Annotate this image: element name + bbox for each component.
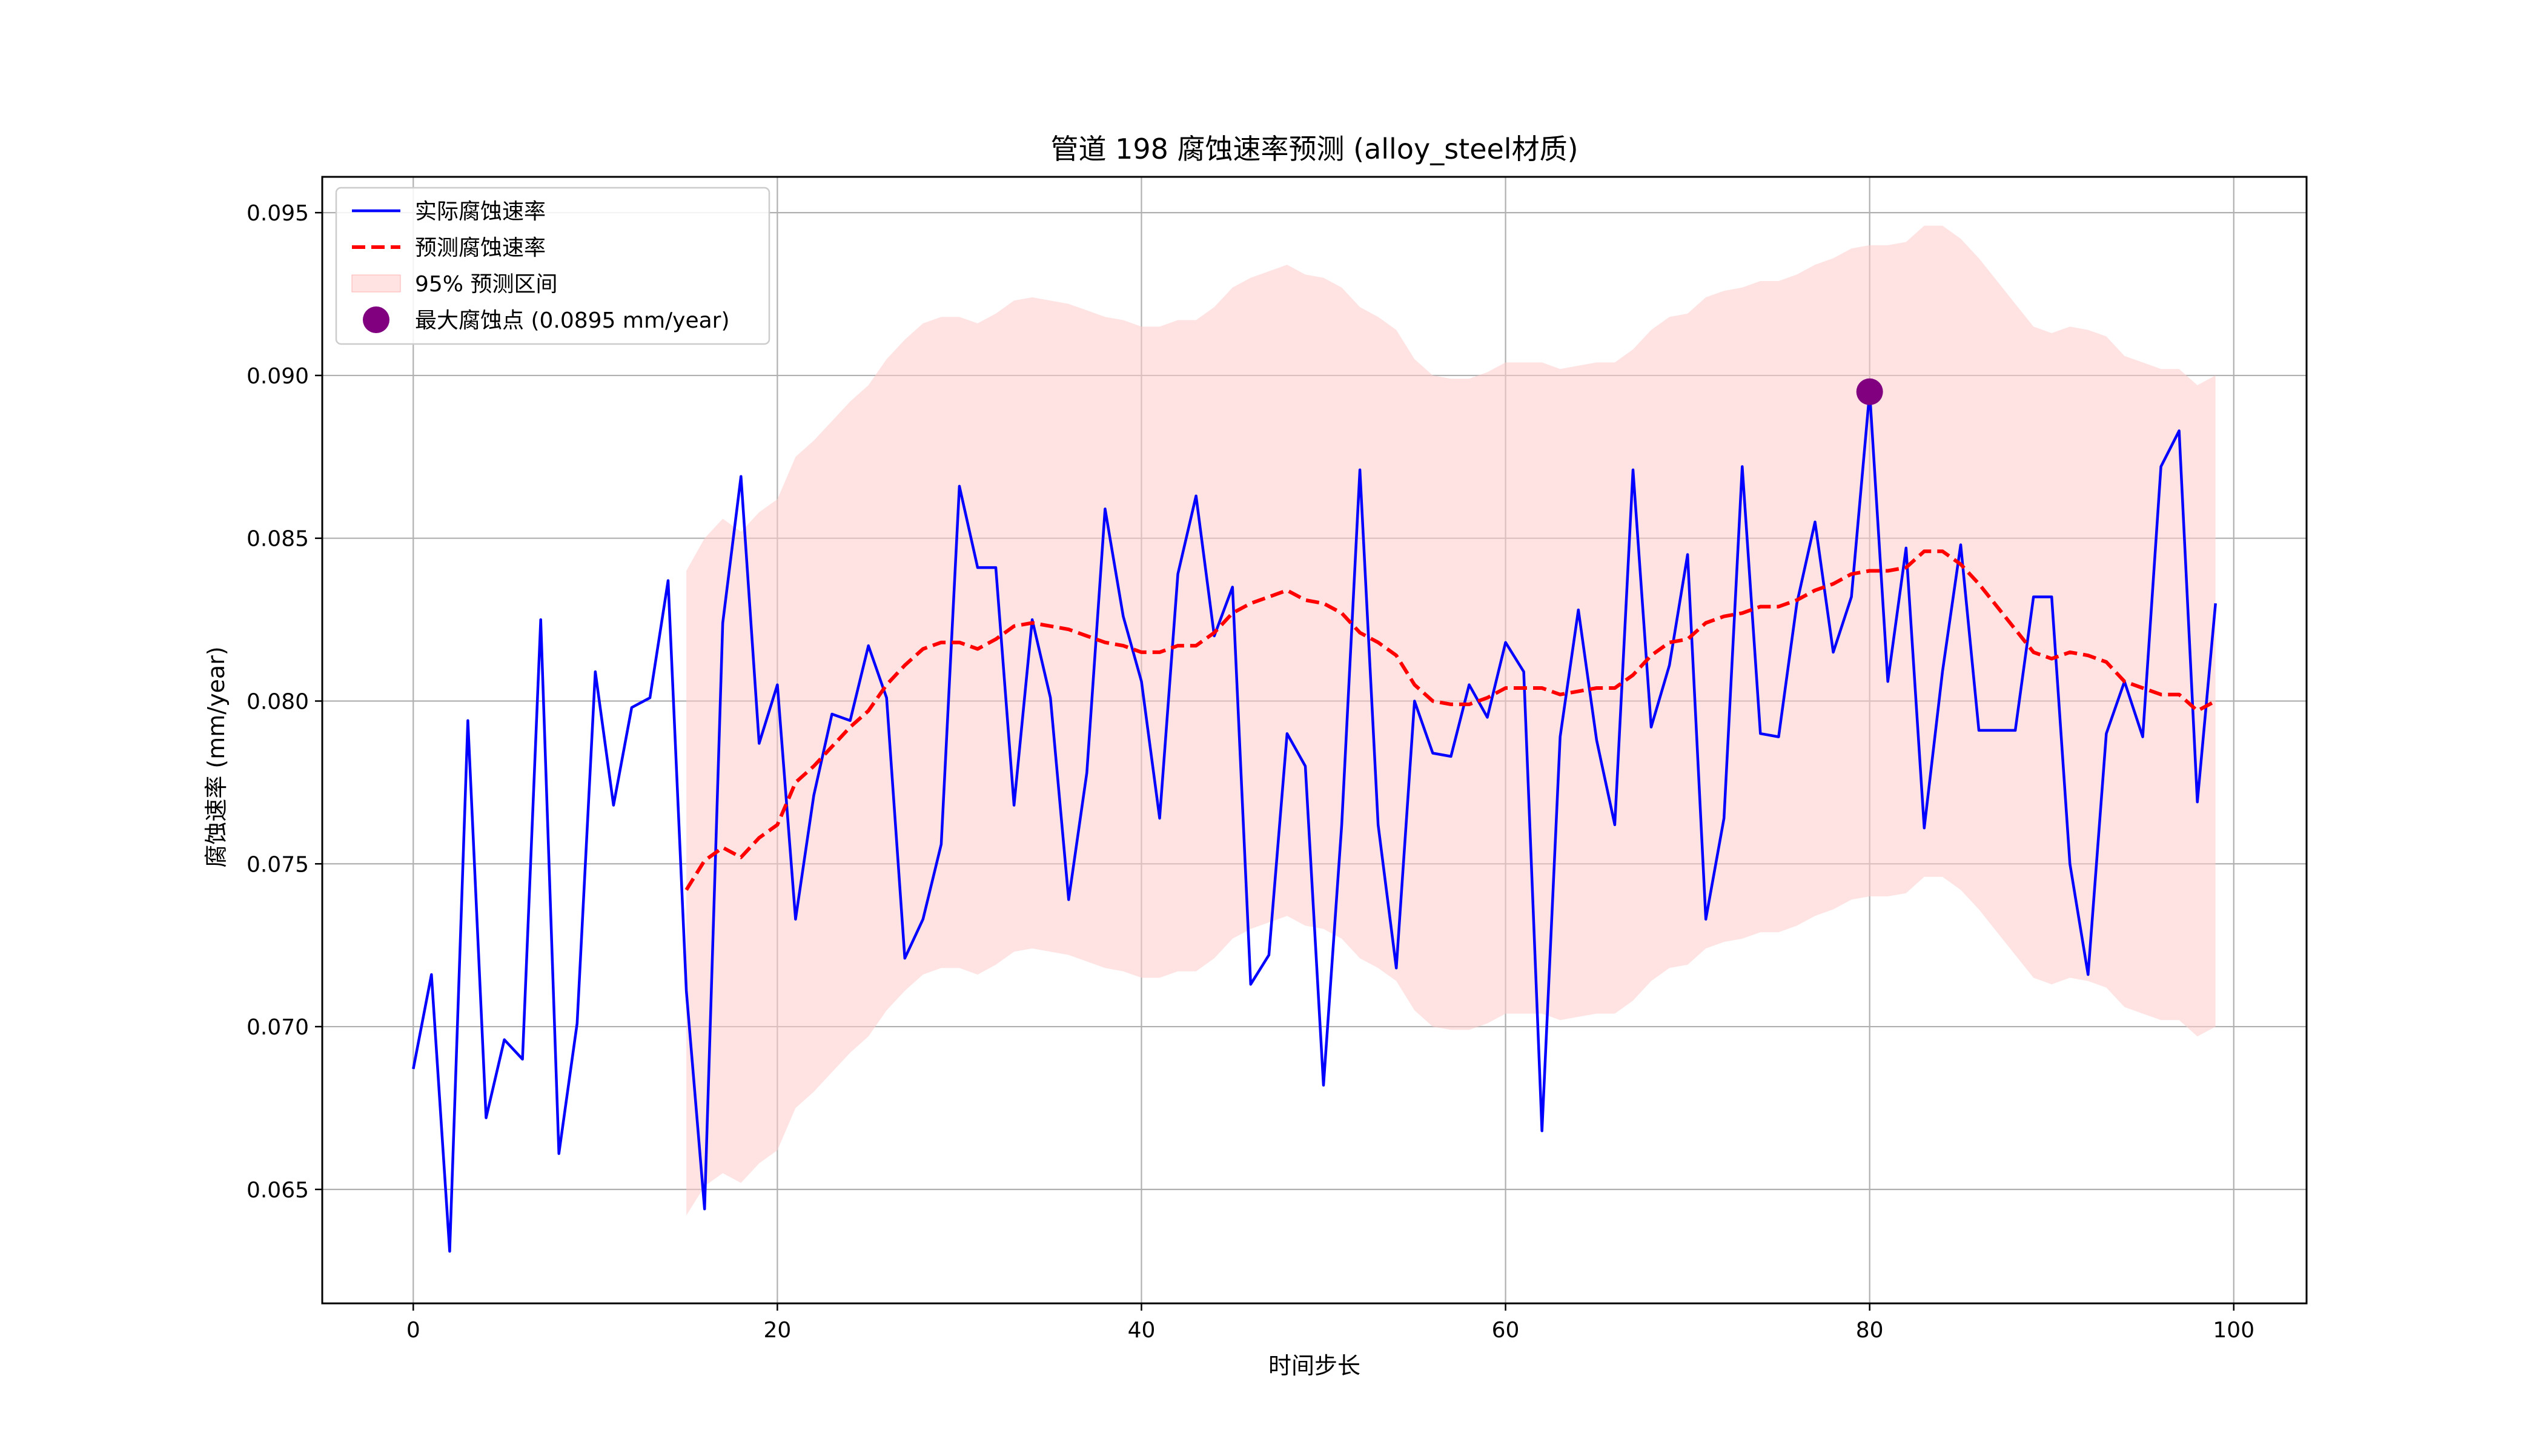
y-tick-label: 0.070: [247, 1015, 309, 1040]
actual-rate-line: [412, 390, 2217, 1253]
legend-predicted-label: 预测腐蚀速率: [415, 236, 546, 260]
legend-actual-label: 实际腐蚀速率: [415, 199, 546, 224]
x-tick-label: 0: [406, 1318, 420, 1343]
chart-title: 管道 198 腐蚀速率预测 (alloy_steel材质): [1050, 133, 1578, 165]
y-tick-label: 0.090: [247, 364, 309, 389]
legend-box: [335, 187, 770, 345]
legend-max-point-swatch: [363, 306, 389, 333]
y-tick-label: 0.065: [247, 1178, 309, 1203]
prediction-interval-band: [686, 225, 2216, 1216]
y-tick-label: 0.085: [247, 527, 309, 552]
x-tick-label: 80: [1856, 1318, 1884, 1343]
max-corrosion-point: [1856, 378, 1883, 405]
x-tick-label: 20: [763, 1318, 791, 1343]
y-tick-label: 0.095: [247, 201, 309, 226]
axis-ticks: 0 20 40 60 80 100 0.065 0.070 0.075 0.080 0.085 0.0…: [247, 201, 2254, 1343]
max-point-marker-layer: [1856, 378, 1883, 405]
prediction-interval-area: [686, 225, 2216, 1216]
y-tick-label: 0.075: [247, 852, 309, 877]
plot-frame: [321, 176, 2308, 1305]
y-tick-label: 0.080: [247, 689, 309, 714]
x-tick-label: 40: [1128, 1318, 1156, 1343]
legend-band-label: 95% 预测区间: [415, 272, 557, 297]
x-tick-label: 100: [2213, 1318, 2254, 1343]
y-axis-label: 腐蚀速率 (mm/year): [203, 646, 230, 867]
x-axis-label: 时间步长: [1268, 1352, 1360, 1379]
legend-band-swatch: [351, 274, 401, 293]
series-lines: [412, 390, 2217, 1253]
legend-max-point-label: 最大腐蚀点 (0.0895 mm/year): [415, 308, 730, 333]
predicted-rate-line: [684, 549, 2217, 891]
x-tick-label: 60: [1492, 1318, 1520, 1343]
